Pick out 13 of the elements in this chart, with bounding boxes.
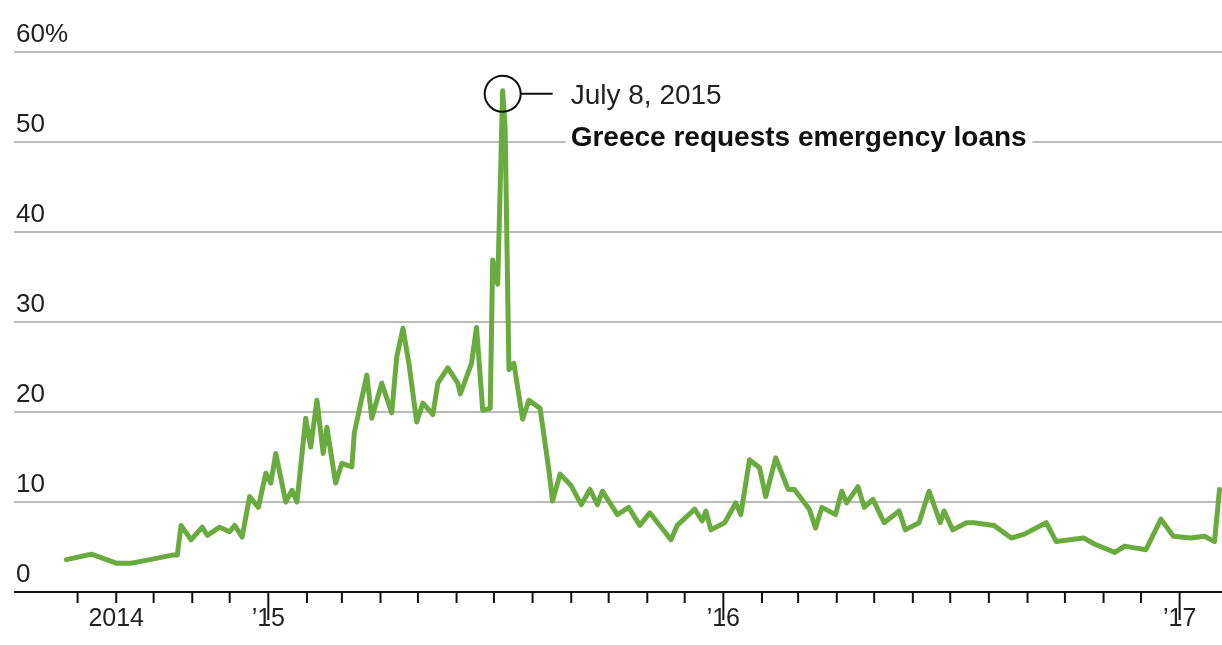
y-tick-label: 50 (16, 108, 45, 138)
x-tick-label: ’17 (1162, 603, 1197, 631)
y-tick-label: 10 (16, 468, 45, 498)
y-tick-label: 20 (16, 378, 45, 408)
annotation: July 8, 2015 (570, 78, 722, 110)
x-tick-label: ’16 (706, 603, 741, 631)
x-tick-label: ’15 (251, 603, 285, 631)
y-tick-label: 60% (16, 18, 69, 48)
y-tick-label: 30 (16, 288, 45, 318)
x-tick-label: 2014 (88, 603, 145, 631)
annotation: Greece requests emergency loans (570, 120, 1027, 152)
y-tick-label: 0 (16, 558, 31, 588)
y-tick-label: 40 (16, 198, 45, 228)
